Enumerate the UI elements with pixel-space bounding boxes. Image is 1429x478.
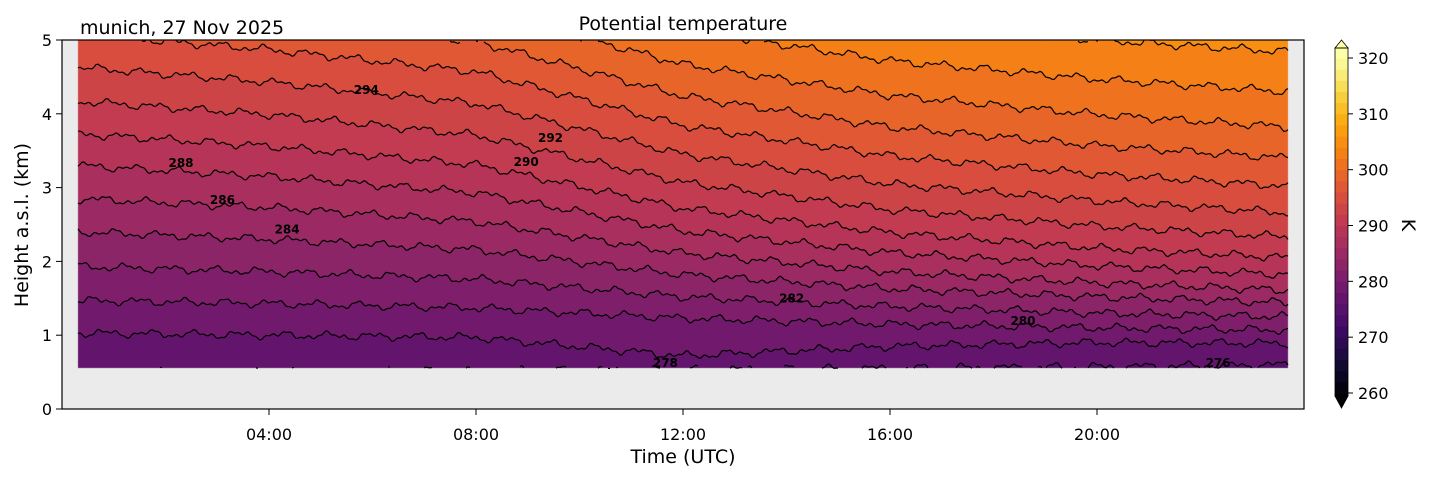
colorbar-band	[1335, 113, 1348, 126]
colorbar-band	[1335, 125, 1348, 137]
contour-label: 288	[168, 156, 193, 170]
colorbar: 260 270 280 290 300 310 320	[1334, 39, 1389, 409]
y-tick-label: 5	[42, 31, 52, 50]
contour-line-280	[77, 296, 1289, 336]
colorbar-band	[1335, 303, 1348, 316]
colorbar-band	[1335, 180, 1348, 193]
colorbar-tick-label: 260	[1358, 384, 1389, 403]
contour-label: 292	[538, 131, 563, 145]
y-axis-ticks: 0 1 2 3 4 5	[42, 31, 62, 419]
colorbar-band	[1335, 192, 1348, 204]
colorbar-band	[1335, 381, 1348, 394]
colorbar-tick-label: 280	[1358, 272, 1389, 291]
colorbar-band	[1335, 314, 1348, 327]
colorbar-tick-label: 300	[1358, 161, 1389, 180]
x-axis-ticks: 04:00 08:00 12:00 16:00 20:00	[246, 409, 1120, 444]
colorbar-band	[1335, 203, 1348, 215]
contour-label: 280	[1010, 314, 1035, 328]
y-tick-label: 2	[42, 252, 52, 271]
colorbar-band	[1335, 214, 1348, 226]
contour-line-294	[77, 63, 1289, 217]
colorbar-band	[1335, 80, 1348, 92]
colorbar-band	[1335, 169, 1348, 182]
colorbar-band	[1335, 348, 1348, 360]
colorbar-band	[1335, 225, 1348, 238]
contour-line-298	[449, 40, 1289, 161]
contour-line-300	[579, 40, 1289, 133]
colorbar-band	[1335, 48, 1348, 59]
colorbar-band	[1335, 236, 1348, 249]
colorbar-band	[1335, 247, 1348, 260]
contour-label: 278	[653, 356, 678, 370]
x-tick-label: 20:00	[1074, 425, 1120, 444]
colorbar-label: K	[1397, 219, 1419, 232]
colorbar-band	[1335, 91, 1348, 104]
contour-line-278	[77, 328, 1289, 359]
colorbar-band	[1335, 292, 1348, 305]
colorbar-band	[1335, 147, 1348, 159]
x-tick-label: 12:00	[660, 425, 706, 444]
chart-title: Potential temperature	[579, 13, 788, 35]
contour-line-288	[77, 161, 1289, 279]
colorbar-extend-max-arrow	[1334, 39, 1349, 49]
colorbar-tick-label: 310	[1358, 105, 1389, 124]
contour-label: 290	[514, 155, 539, 169]
colorbar-band	[1335, 259, 1348, 271]
x-tick-label: 04:00	[246, 425, 292, 444]
colorbar-tick-label: 290	[1358, 217, 1389, 236]
location-date-annotation: munich, 27 Nov 2025	[80, 17, 284, 39]
contour-label: 284	[275, 223, 300, 237]
y-tick-label: 0	[42, 400, 52, 419]
y-tick-label: 1	[42, 326, 52, 345]
colorbar-band	[1335, 270, 1348, 282]
colorbar-band	[1335, 158, 1348, 171]
colorbar-band	[1335, 326, 1348, 338]
contour-line-290	[78, 130, 1289, 262]
contour-label: 294	[354, 83, 379, 97]
colorbar-band	[1335, 136, 1348, 148]
contour-line-276	[159, 360, 1289, 370]
contour-line-286	[77, 195, 1289, 295]
colorbar-extend-min-arrow	[1334, 395, 1349, 409]
colorbar-band	[1335, 69, 1348, 81]
contour-line-292	[77, 97, 1289, 240]
colorbar-band	[1335, 393, 1348, 397]
contour-line-282	[77, 261, 1289, 322]
contour-line-302	[741, 39, 1289, 96]
contour-line-296	[141, 39, 1289, 189]
colorbar-tick-label: 270	[1358, 328, 1389, 347]
colorbar-frame	[1334, 47, 1349, 397]
y-tick-label: 3	[42, 179, 52, 198]
contour-label: 276	[1206, 356, 1231, 370]
x-tick-label: 16:00	[867, 425, 913, 444]
contour-labels: 288 286 284 294 290 292 278 282 280 276	[168, 83, 1230, 370]
y-tick-label: 4	[42, 105, 52, 124]
colorbar-band	[1335, 337, 1348, 349]
x-axis-label: Time (UTC)	[629, 446, 735, 468]
contour-label: 286	[210, 193, 235, 207]
colorbar-band	[1335, 359, 1348, 372]
x-tick-label: 08:00	[453, 425, 499, 444]
contour-label: 282	[779, 291, 804, 305]
colorbar-band	[1335, 281, 1348, 293]
colorbar-band	[1335, 58, 1348, 70]
colorbar-band	[1335, 102, 1348, 115]
contour-line-284	[77, 228, 1289, 307]
contour-lines	[77, 39, 1289, 370]
y-axis-label: Height a.s.l. (km)	[11, 143, 33, 307]
colorbar-band	[1335, 370, 1348, 383]
contour-line-304	[1077, 39, 1289, 55]
colorbar-tick-label: 320	[1358, 49, 1389, 68]
